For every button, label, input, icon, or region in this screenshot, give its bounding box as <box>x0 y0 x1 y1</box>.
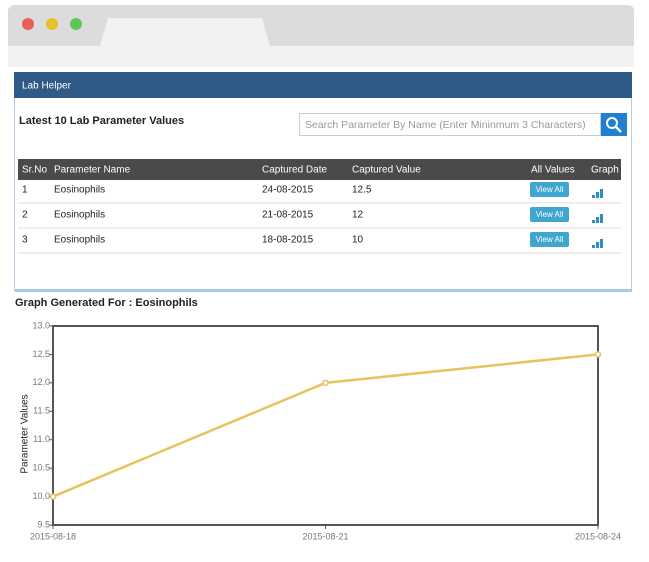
icon-bar <box>600 239 603 248</box>
search-placeholder: Search Parameter By Name (Enter Mininmum… <box>305 119 586 131</box>
panel-bottom <box>15 289 632 292</box>
data-point <box>49 493 57 500</box>
toolbar <box>8 46 634 67</box>
icon-bar <box>592 245 595 248</box>
view-all-label: View All <box>536 210 564 219</box>
column-header: Graph <box>591 165 619 176</box>
y-axis-label: Parameter Values <box>20 394 31 473</box>
x-tick-label: 2015-08-21 <box>302 531 348 541</box>
graph-icon[interactable] <box>592 189 603 198</box>
graph-title: Graph Generated For : Eosinophils <box>15 297 198 309</box>
table-cell: 24-08-2015 <box>262 185 314 196</box>
close-dot[interactable] <box>22 18 34 30</box>
table-cell: 21-08-2015 <box>262 210 314 221</box>
table-cell: Eosinophils <box>54 210 105 221</box>
y-tick-label: 10.5 <box>32 463 50 473</box>
table-cell: 12 <box>352 210 364 221</box>
search-icon-handle <box>615 126 622 133</box>
y-tick-label: 12.0 <box>32 377 50 387</box>
search-icon <box>606 117 618 129</box>
data-point <box>322 379 329 387</box>
y-tick-label: 12.5 <box>32 349 50 359</box>
y-tick-label: 11.0 <box>33 434 50 444</box>
panel-heading: Latest 10 Lab Parameter Values <box>19 115 184 127</box>
icon-bar <box>596 242 599 248</box>
search-input[interactable] <box>299 113 601 136</box>
icon-bar <box>596 217 599 223</box>
panel-title: Lab Helper <box>22 81 72 92</box>
maximize-dot[interactable] <box>70 18 82 30</box>
table-cell: 10 <box>352 235 364 246</box>
view-all-button[interactable] <box>530 207 569 222</box>
icon-bar <box>600 214 603 223</box>
column-header: All Values <box>531 165 575 176</box>
x-tick-label: 2015-08-18 <box>30 531 76 541</box>
icon-bar <box>592 195 595 198</box>
column-header: Captured Value <box>352 165 421 176</box>
graph-icon[interactable] <box>592 214 603 223</box>
y-tick-label: 11.5 <box>33 406 50 416</box>
table-cell: Eosinophils <box>54 185 105 196</box>
x-tick-label: 2015-08-24 <box>575 531 621 541</box>
column-header: Parameter Name <box>54 165 131 176</box>
browser-tab[interactable] <box>100 18 270 46</box>
column-header: Captured Date <box>262 165 327 176</box>
search-button[interactable] <box>601 113 627 136</box>
icon-bar <box>600 189 603 198</box>
view-all-button[interactable] <box>530 232 569 247</box>
view-all-button[interactable] <box>530 182 569 197</box>
view-all-label: View All <box>536 185 564 194</box>
panel-header <box>14 72 632 98</box>
table-cell: 18-08-2015 <box>262 235 314 246</box>
icon-bar <box>596 192 599 198</box>
y-tick-label: 9.5 <box>37 519 50 529</box>
graph-icon[interactable] <box>592 239 603 248</box>
panel <box>14 72 632 291</box>
y-tick-label: 13.0 <box>32 320 50 330</box>
table-cell: 12.5 <box>352 185 372 196</box>
column-header: Sr.No <box>22 165 47 176</box>
icon-bar <box>592 220 595 223</box>
table-header <box>18 159 621 180</box>
table-cell: 3 <box>22 235 28 246</box>
view-all-label: View All <box>536 235 564 244</box>
table-cell: 1 <box>22 185 28 196</box>
data-point <box>594 351 602 358</box>
table-cell: Eosinophils <box>54 235 105 246</box>
y-tick-label: 10.0 <box>32 491 50 501</box>
plot-area <box>52 325 599 526</box>
table-cell: 2 <box>22 210 28 221</box>
minimize-dot[interactable] <box>46 18 58 30</box>
